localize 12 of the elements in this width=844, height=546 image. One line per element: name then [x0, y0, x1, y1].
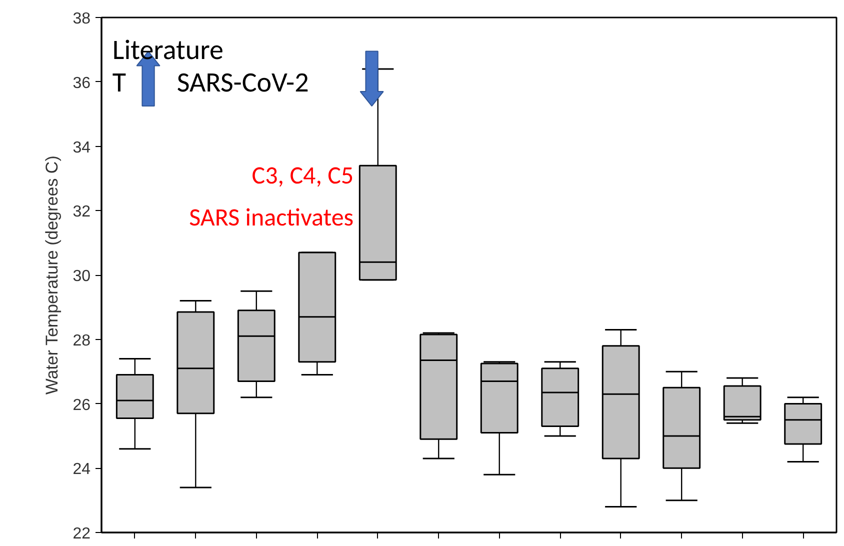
y-tick-label: 34 [72, 139, 91, 156]
annotation: C3, C4, C5 [252, 160, 354, 191]
y-tick-label: 22 [72, 526, 91, 542]
y-axis-title: Water Temperature (degrees C) [42, 156, 62, 395]
y-tick-label: 38 [72, 10, 91, 28]
y-tick-label: 32 [72, 204, 91, 221]
y-tick-label: 26 [72, 396, 91, 414]
y-tick-label: 28 [72, 332, 91, 350]
annotation: SARS inactivates [189, 202, 354, 233]
y-tick-label: 24 [72, 461, 91, 478]
y-tick-label: 36 [72, 74, 91, 92]
y-tick-label: 30 [72, 268, 91, 285]
